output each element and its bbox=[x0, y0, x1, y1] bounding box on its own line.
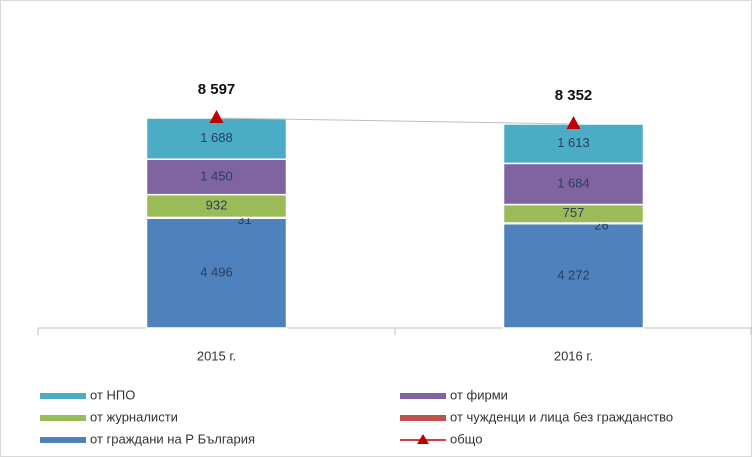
total-line bbox=[216, 117, 574, 125]
total-label: 8 352 bbox=[555, 87, 593, 104]
data-label: 1 450 bbox=[200, 168, 233, 183]
legend-label: от чужденци и лица без гражданство bbox=[450, 409, 673, 424]
legend-marker bbox=[417, 434, 429, 444]
legend-label: от журналисти bbox=[90, 409, 178, 424]
legend-label: общо bbox=[450, 431, 482, 446]
x-tick-label: 2016 г. bbox=[554, 348, 593, 363]
legend-label: от НПО bbox=[90, 387, 135, 402]
legend-swatch bbox=[40, 393, 86, 399]
data-label: 932 bbox=[206, 197, 228, 212]
legend-label: от фирми bbox=[450, 387, 508, 402]
data-label: 1 688 bbox=[200, 130, 233, 145]
x-tick-label: 2015 г. bbox=[197, 348, 236, 363]
data-label: 1 684 bbox=[557, 175, 590, 190]
bar-segment bbox=[502, 162, 645, 206]
data-label: 757 bbox=[563, 205, 585, 220]
data-label: 4 496 bbox=[200, 265, 233, 280]
total-label: 8 597 bbox=[198, 81, 236, 98]
bar-segment bbox=[145, 217, 288, 329]
legend-swatch bbox=[400, 393, 446, 399]
legend-swatch bbox=[40, 437, 86, 443]
total-marker bbox=[566, 115, 581, 129]
legend-label: от граждани на Р България bbox=[90, 431, 255, 446]
data-label: 1 613 bbox=[557, 135, 590, 150]
bar-segment bbox=[145, 117, 288, 160]
bar-segment bbox=[502, 222, 645, 329]
data-label: 4 272 bbox=[557, 267, 590, 282]
total-marker bbox=[209, 110, 224, 123]
bar-segment bbox=[502, 123, 645, 165]
legend-swatch bbox=[40, 415, 86, 421]
legend-swatch bbox=[400, 415, 446, 421]
